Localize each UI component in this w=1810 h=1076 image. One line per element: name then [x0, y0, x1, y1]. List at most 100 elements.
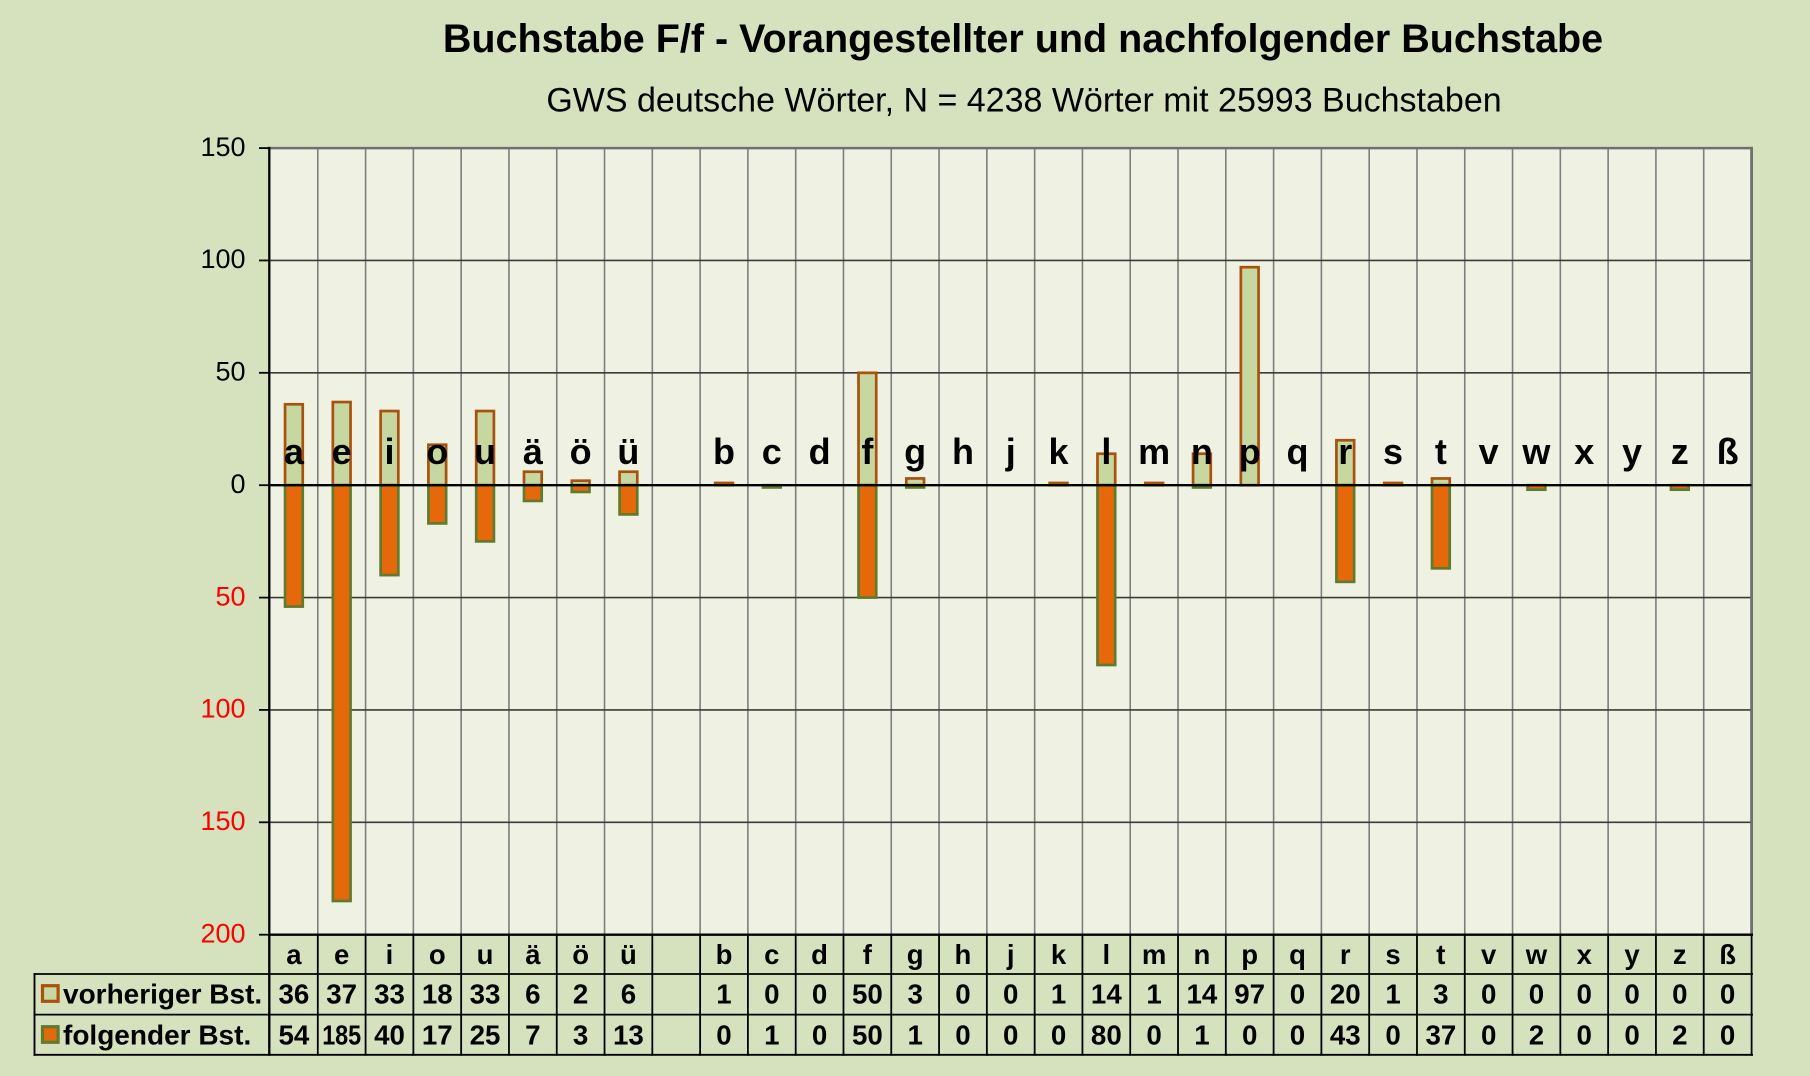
svg-text:97: 97 [1234, 978, 1265, 1009]
svg-text:3: 3 [1433, 978, 1448, 1009]
svg-text:50: 50 [852, 1019, 883, 1050]
svg-text:0: 0 [812, 1019, 827, 1050]
svg-text:2: 2 [1672, 1019, 1687, 1050]
svg-text:p: p [1239, 431, 1261, 472]
svg-text:g: g [907, 939, 924, 970]
svg-text:0: 0 [1242, 1019, 1257, 1050]
svg-text:l: l [1101, 431, 1111, 472]
svg-text:y: y [1622, 431, 1642, 472]
svg-text:0: 0 [1481, 978, 1496, 1009]
svg-text:n: n [1191, 431, 1213, 472]
svg-text:50: 50 [215, 581, 245, 611]
svg-text:1: 1 [1146, 978, 1161, 1009]
svg-text:150: 150 [200, 132, 245, 162]
svg-text:g: g [904, 431, 926, 472]
svg-text:0: 0 [1577, 1019, 1592, 1050]
svg-text:33: 33 [374, 978, 405, 1009]
svg-text:e: e [334, 939, 349, 970]
svg-text:y: y [1624, 939, 1640, 970]
svg-text:ö: ö [572, 939, 589, 970]
svg-text:2: 2 [573, 978, 588, 1009]
svg-text:0: 0 [812, 978, 827, 1009]
svg-text:0: 0 [230, 469, 245, 499]
svg-text:x: x [1574, 431, 1594, 472]
svg-text:100: 100 [200, 694, 245, 724]
svg-text:n: n [1194, 939, 1211, 970]
svg-text:17: 17 [422, 1019, 453, 1050]
svg-text:GWS deutsche Wörter, N = 4238: GWS deutsche Wörter, N = 4238 Wörter mit… [546, 82, 1501, 120]
svg-text:50: 50 [215, 357, 245, 387]
svg-text:0: 0 [1051, 1019, 1066, 1050]
svg-text:100: 100 [200, 244, 245, 274]
svg-text:37: 37 [326, 978, 357, 1009]
svg-text:0: 0 [1003, 1019, 1018, 1050]
svg-text:0: 0 [1481, 1019, 1496, 1050]
svg-text:j: j [1005, 431, 1016, 472]
svg-text:50: 50 [852, 978, 883, 1009]
svg-text:vorheriger Bst.: vorheriger Bst. [63, 978, 262, 1009]
svg-text:0: 0 [1529, 978, 1544, 1009]
svg-text:25: 25 [470, 1019, 501, 1050]
svg-text:k: k [1049, 431, 1070, 472]
svg-text:w: w [1521, 431, 1551, 472]
svg-text:1: 1 [907, 1019, 922, 1050]
svg-text:z: z [1671, 431, 1689, 472]
svg-text:j: j [1006, 939, 1015, 970]
svg-text:0: 0 [1146, 1019, 1161, 1050]
svg-text:0: 0 [1003, 978, 1018, 1009]
svg-text:150: 150 [200, 806, 245, 836]
svg-text:36: 36 [278, 978, 309, 1009]
svg-text:1: 1 [764, 1019, 779, 1050]
svg-text:ö: ö [570, 431, 592, 472]
svg-text:0: 0 [1290, 1019, 1305, 1050]
svg-text:h: h [952, 431, 974, 472]
svg-text:0: 0 [1624, 978, 1639, 1009]
svg-text:l: l [1103, 939, 1111, 970]
svg-text:a: a [284, 431, 305, 472]
svg-text:r: r [1338, 431, 1352, 472]
svg-text:i: i [384, 431, 394, 472]
svg-text:e: e [332, 431, 352, 472]
svg-text:s: s [1385, 939, 1400, 970]
svg-text:b: b [716, 939, 733, 970]
svg-text:u: u [474, 431, 496, 472]
svg-text:0: 0 [1290, 978, 1305, 1009]
svg-text:0: 0 [955, 1019, 970, 1050]
svg-text:14: 14 [1187, 978, 1218, 1009]
svg-text:m: m [1138, 431, 1170, 472]
svg-text:q: q [1289, 939, 1306, 970]
svg-text:t: t [1435, 431, 1447, 472]
svg-text:v: v [1479, 431, 1499, 472]
svg-text:40: 40 [374, 1019, 405, 1050]
svg-text:ü: ü [620, 939, 637, 970]
svg-text:q: q [1286, 431, 1308, 472]
svg-text:ß: ß [1719, 939, 1736, 970]
svg-text:3: 3 [573, 1019, 588, 1050]
svg-text:s: s [1383, 431, 1403, 472]
svg-text:t: t [1436, 939, 1445, 970]
svg-text:7: 7 [525, 1019, 540, 1050]
svg-text:c: c [762, 431, 782, 472]
svg-text:33: 33 [470, 978, 501, 1009]
svg-text:folgender Bst.: folgender Bst. [63, 1019, 251, 1050]
svg-text:185: 185 [322, 1019, 361, 1050]
svg-text:ä: ä [523, 431, 544, 472]
svg-text:18: 18 [422, 978, 453, 1009]
svg-text:0: 0 [1720, 978, 1735, 1009]
svg-text:d: d [809, 431, 831, 472]
svg-text:14: 14 [1091, 978, 1122, 1009]
svg-text:54: 54 [278, 1019, 309, 1050]
svg-text:a: a [286, 939, 302, 970]
svg-text:h: h [955, 939, 972, 970]
svg-text:6: 6 [621, 978, 636, 1009]
svg-text:v: v [1481, 939, 1497, 970]
svg-text:3: 3 [907, 978, 922, 1009]
svg-text:20: 20 [1330, 978, 1361, 1009]
svg-text:43: 43 [1330, 1019, 1361, 1050]
svg-text:k: k [1051, 939, 1067, 970]
svg-text:0: 0 [764, 978, 779, 1009]
svg-text:200: 200 [200, 918, 245, 948]
svg-text:0: 0 [955, 978, 970, 1009]
svg-text:0: 0 [1577, 978, 1592, 1009]
svg-text:1: 1 [1194, 1019, 1209, 1050]
